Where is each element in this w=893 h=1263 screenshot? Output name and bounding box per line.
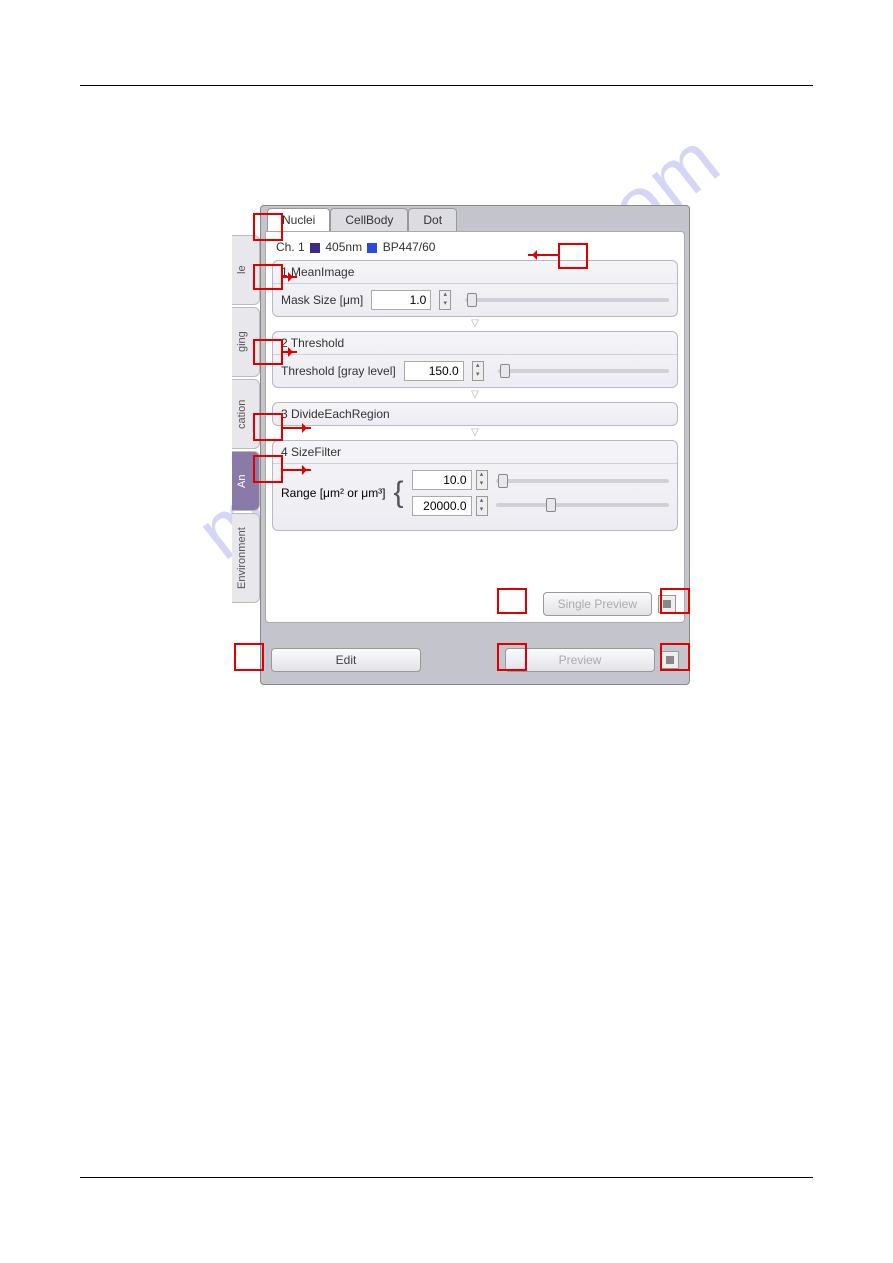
tab-nuclei-label: Nuclei bbox=[282, 213, 315, 227]
tab-dot-label: Dot bbox=[423, 213, 442, 227]
preview-button[interactable]: Preview bbox=[505, 648, 655, 672]
range-slider-area[interactable] bbox=[496, 473, 669, 513]
side-tab-imaging-label: ging bbox=[236, 332, 248, 353]
mask-size-spinner[interactable]: ▴▾ bbox=[439, 290, 451, 310]
range-max-input[interactable] bbox=[412, 496, 472, 516]
single-preview-label: Single Preview bbox=[558, 597, 637, 611]
emission-swatch bbox=[367, 243, 377, 253]
page-bottom-rule bbox=[80, 1177, 813, 1178]
side-tab-analysis-label: An bbox=[236, 474, 248, 487]
side-tab-environment-label: Environment bbox=[236, 527, 248, 589]
analysis-panel-screenshot: le ging cation An Environment Nuclei Cel… bbox=[260, 205, 690, 690]
callout-box-7 bbox=[497, 588, 527, 614]
excitation-swatch bbox=[310, 243, 320, 253]
callout-arrow-2 bbox=[528, 254, 558, 256]
step-threshold: 2 Threshold Threshold [gray level] ▴▾ bbox=[272, 331, 678, 388]
excitation-label: 405nm bbox=[325, 240, 362, 254]
flow-arrow-3: ▽ bbox=[272, 428, 678, 438]
panel-body: Ch. 1 405nm BP447/60 1 MeanImage Mask Si… bbox=[265, 231, 685, 623]
callout-box-3 bbox=[253, 264, 283, 290]
step-divideeachregion: 3 DivideEachRegion bbox=[272, 402, 678, 426]
mask-size-input[interactable] bbox=[371, 290, 431, 310]
callout-box-4 bbox=[253, 339, 283, 365]
callout-box-10 bbox=[497, 643, 527, 671]
range-label: Range [μm² or μm³] bbox=[281, 486, 386, 500]
side-tab-environment[interactable]: Environment bbox=[232, 513, 260, 603]
callout-box-5 bbox=[253, 413, 283, 441]
edit-button-label: Edit bbox=[336, 653, 357, 667]
threshold-spinner[interactable]: ▴▾ bbox=[472, 361, 484, 381]
mask-size-label: Mask Size [μm] bbox=[281, 293, 363, 307]
callout-arrow-3 bbox=[283, 276, 297, 278]
threshold-slider[interactable] bbox=[498, 369, 669, 373]
side-tab-location-label: cation bbox=[236, 399, 248, 428]
range-max-spinner[interactable]: ▴▾ bbox=[476, 496, 488, 516]
preview-button-label: Preview bbox=[559, 653, 602, 667]
callout-box-9 bbox=[234, 643, 264, 671]
panel-frame: Nuclei CellBody Dot Ch. 1 405nm BP447/60… bbox=[260, 205, 690, 685]
channel-prefix: Ch. 1 bbox=[276, 240, 305, 254]
flow-arrow-2: ▽ bbox=[272, 390, 678, 400]
range-min-input[interactable] bbox=[412, 470, 472, 490]
page-top-rule bbox=[80, 85, 813, 86]
step-sizefilter-title: 4 SizeFilter bbox=[273, 441, 677, 464]
tab-cellbody-label: CellBody bbox=[345, 213, 393, 227]
step-meanimage: 1 MeanImage Mask Size [μm] ▴▾ bbox=[272, 260, 678, 317]
channel-info: Ch. 1 405nm BP447/60 bbox=[272, 238, 678, 260]
callout-box-8 bbox=[660, 588, 690, 614]
flow-arrow-1: ▽ bbox=[272, 319, 678, 329]
callout-box-6 bbox=[253, 455, 283, 483]
single-preview-button[interactable]: Single Preview bbox=[543, 592, 652, 616]
threshold-input[interactable] bbox=[404, 361, 464, 381]
threshold-label: Threshold [gray level] bbox=[281, 364, 396, 378]
tab-cellbody[interactable]: CellBody bbox=[330, 208, 408, 231]
side-tab-sample-label: le bbox=[236, 266, 248, 275]
step-divideeachregion-title: 3 DivideEachRegion bbox=[273, 403, 677, 425]
callout-box-2 bbox=[558, 243, 588, 269]
callout-arrow-6 bbox=[283, 469, 311, 471]
callout-arrow-4 bbox=[283, 351, 297, 353]
step-sizefilter: 4 SizeFilter Range [μm² or μm³] { ▴▾ ▴▾ bbox=[272, 440, 678, 531]
tab-dot[interactable]: Dot bbox=[408, 208, 457, 231]
step-threshold-title: 2 Threshold bbox=[273, 332, 677, 355]
callout-box-1 bbox=[253, 213, 283, 241]
edit-button[interactable]: Edit bbox=[271, 648, 421, 672]
panel-bottom-bar: Edit Preview bbox=[265, 642, 685, 678]
step-meanimage-title: 1 MeanImage bbox=[273, 261, 677, 284]
range-brace: { bbox=[394, 473, 404, 513]
top-tab-strip: Nuclei CellBody Dot bbox=[261, 206, 689, 231]
emission-label: BP447/60 bbox=[383, 240, 436, 254]
range-min-spinner[interactable]: ▴▾ bbox=[476, 470, 488, 490]
mask-size-slider[interactable] bbox=[465, 298, 669, 302]
callout-arrow-5 bbox=[283, 427, 311, 429]
callout-box-11 bbox=[660, 643, 690, 671]
